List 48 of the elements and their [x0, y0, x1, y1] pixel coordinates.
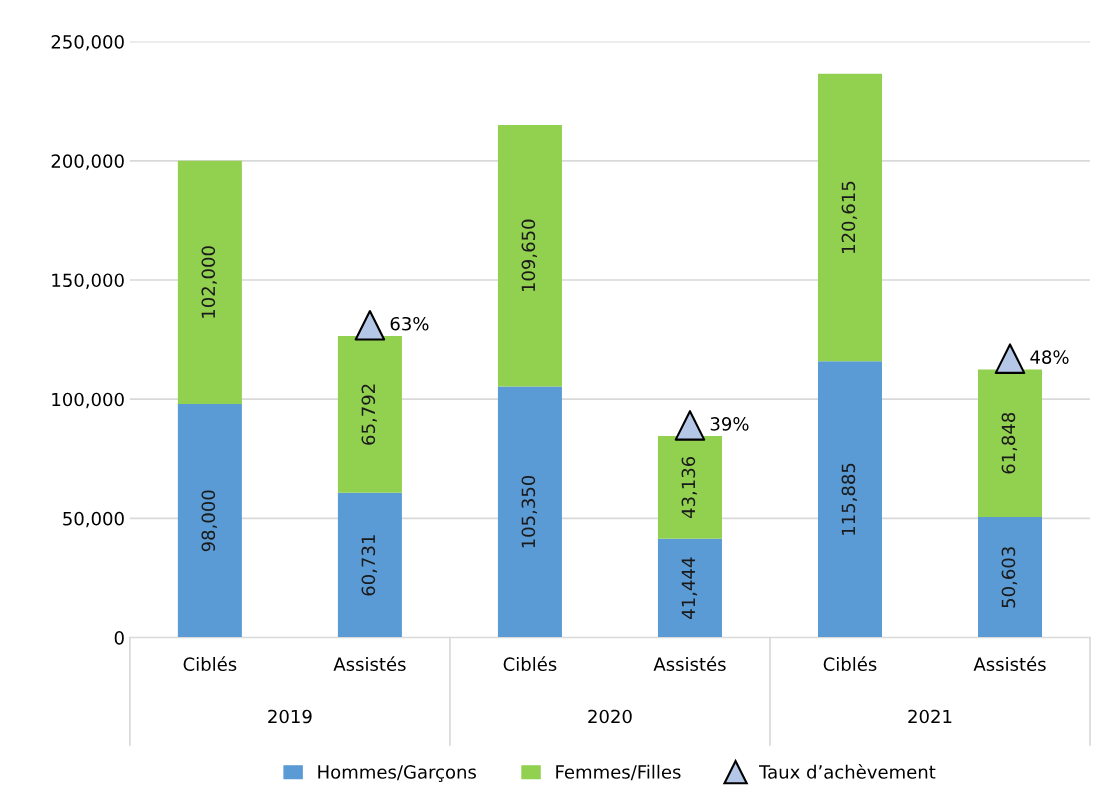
data-label: 65,792	[361, 384, 377, 445]
x-tick-label: Assistés	[653, 656, 726, 672]
bar	[177, 160, 242, 404]
data-label: 41,444	[681, 557, 698, 619]
bar	[657, 538, 722, 638]
x-tick-label: Assistés	[333, 656, 406, 672]
legend-label: Taux d’achèvement	[759, 764, 936, 779]
y-tick-label: 0	[114, 631, 124, 645]
y-tick-label: 200,000	[51, 154, 124, 170]
text: 2019	[268, 709, 312, 724]
data-label: 120,615	[841, 181, 858, 253]
x-tick-label: Ciblés	[823, 656, 877, 672]
data-label: 43,136	[681, 456, 698, 519]
bar	[337, 335, 402, 493]
data-label: 60,731	[361, 535, 377, 596]
data-label: 50,603	[1001, 547, 1018, 608]
bar	[978, 369, 1043, 517]
data-label: 115,885	[841, 463, 858, 535]
bar	[817, 73, 882, 362]
x-tick-label: Ciblés	[183, 656, 237, 672]
y-tick-label: 100,000	[52, 392, 124, 409]
bar	[177, 403, 242, 638]
x-tick-label: Assistés	[973, 656, 1046, 672]
annotation: 63%	[390, 316, 429, 331]
data-label: 61,848	[1001, 412, 1018, 474]
point	[674, 410, 706, 441]
data-label: 105,350	[521, 475, 538, 548]
legend-label: Hommes/Garçons	[318, 765, 476, 782]
annotation: 39%	[710, 417, 749, 431]
bar	[817, 361, 882, 638]
legend-label: Femmes/Filles	[556, 764, 681, 781]
bar	[657, 435, 722, 539]
data-label: 109,650	[521, 219, 538, 292]
y-tick-label: 150,000	[52, 273, 124, 289]
bar	[337, 492, 402, 638]
annotation: 48%	[1030, 350, 1069, 364]
y-tick-label: 50,000	[63, 511, 124, 528]
point	[354, 310, 386, 341]
text: 2020	[588, 709, 632, 724]
point	[994, 343, 1026, 374]
bar	[497, 386, 562, 638]
data-label: 102,000	[201, 246, 217, 318]
text: 2021	[908, 709, 952, 724]
x-tick-label: Ciblés	[503, 656, 557, 672]
data-label: 98,000	[201, 490, 217, 552]
bar	[497, 125, 562, 387]
bar	[978, 516, 1043, 638]
y-tick-label: 250,000	[51, 35, 124, 51]
